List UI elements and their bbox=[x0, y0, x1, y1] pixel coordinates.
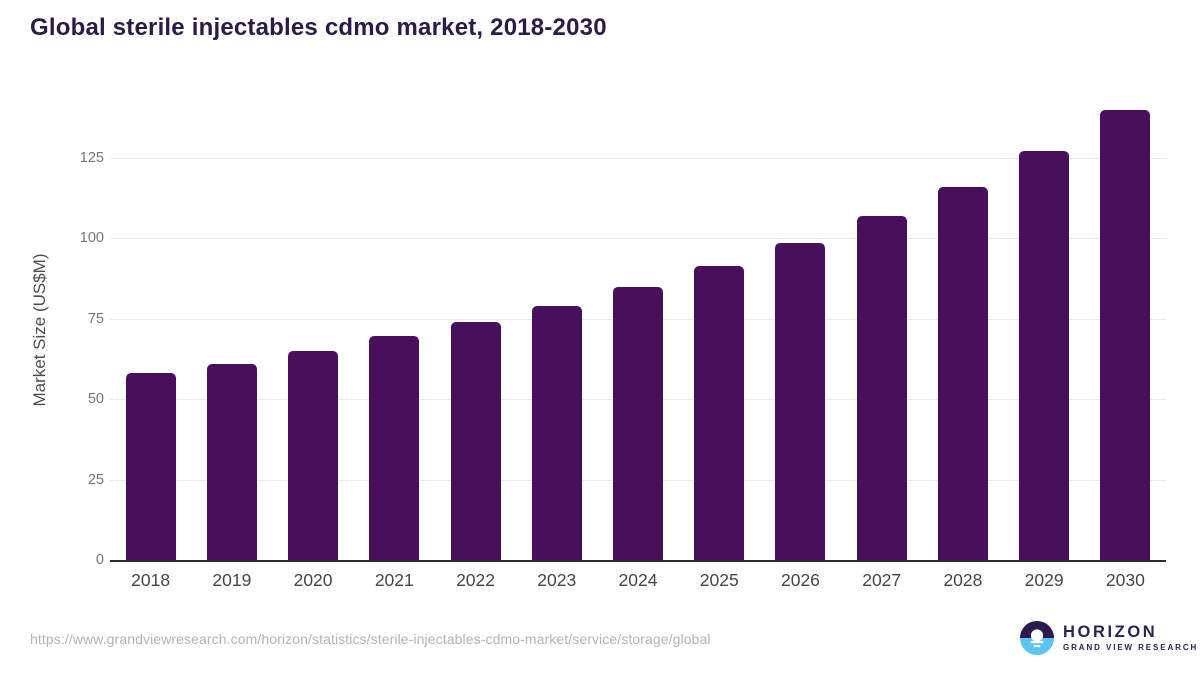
x-tick-label-2023: 2023 bbox=[537, 570, 577, 590]
x-tick-label-2030: 2030 bbox=[1105, 570, 1145, 590]
bar-2023[interactable] bbox=[531, 305, 582, 560]
bar-2020[interactable] bbox=[288, 350, 339, 560]
x-tick-label-2026: 2026 bbox=[780, 570, 820, 590]
y-tick-label-125: 125 bbox=[79, 149, 104, 166]
y-tick-label-100: 100 bbox=[79, 230, 104, 247]
chart-title: Global sterile injectables cdmo market, … bbox=[30, 14, 607, 41]
bar-2019[interactable] bbox=[206, 363, 257, 560]
x-tick-label-2024: 2024 bbox=[618, 570, 658, 590]
y-axis-tick-labels: 0 25 50 75 100 125 bbox=[0, 100, 104, 568]
horizon-sun-water-icon bbox=[1020, 621, 1054, 655]
x-axis-labels: 2018 2019 2020 2021 2022 2023 2024 2025 2026 2027… bbox=[110, 562, 1166, 590]
logo-brand-text: HORIZON bbox=[1063, 623, 1158, 642]
x-tick-label-2022: 2022 bbox=[456, 570, 495, 590]
y-tick-label-50: 50 bbox=[87, 391, 104, 408]
gridline-100 bbox=[110, 238, 1166, 240]
horizon-logo[interactable]: HORIZON GRAND VIEW RESEARCH bbox=[1020, 621, 1198, 655]
x-tick-label-2021: 2021 bbox=[374, 570, 414, 590]
bar-2028[interactable] bbox=[937, 186, 988, 560]
horizon-logo-text: HORIZON GRAND VIEW RESEARCH bbox=[1063, 624, 1198, 652]
x-tick-label-2028: 2028 bbox=[943, 570, 983, 590]
bar-2029[interactable] bbox=[1019, 151, 1070, 560]
x-tick-label-2025: 2025 bbox=[699, 570, 739, 590]
bar-2030[interactable] bbox=[1100, 109, 1151, 560]
x-tick-label-2020: 2020 bbox=[293, 570, 333, 590]
y-tick-label-25: 25 bbox=[87, 471, 104, 488]
x-tick-label-2027: 2027 bbox=[862, 570, 902, 590]
bar-2021[interactable] bbox=[369, 336, 420, 560]
bar-2025[interactable] bbox=[694, 265, 745, 560]
bar-2026[interactable] bbox=[775, 243, 826, 560]
x-tick-label-2029: 2029 bbox=[1024, 570, 1064, 590]
y-tick-label-0: 0 bbox=[95, 552, 104, 568]
y-tick-label-75: 75 bbox=[87, 310, 104, 327]
bar-2027[interactable] bbox=[856, 215, 907, 560]
gridline-125 bbox=[110, 157, 1166, 159]
x-tick-label-2018: 2018 bbox=[131, 570, 171, 590]
bar-2018[interactable] bbox=[125, 373, 176, 560]
bar-2024[interactable] bbox=[613, 286, 663, 560]
x-tick-label-2019: 2019 bbox=[212, 570, 252, 590]
source-url: https://www.grandviewresearch.com/horizo… bbox=[30, 631, 711, 647]
bar-2022[interactable] bbox=[450, 321, 501, 560]
plot-area bbox=[110, 100, 1166, 562]
logo-subtitle-text: GRAND VIEW RESEARCH bbox=[1063, 642, 1199, 652]
